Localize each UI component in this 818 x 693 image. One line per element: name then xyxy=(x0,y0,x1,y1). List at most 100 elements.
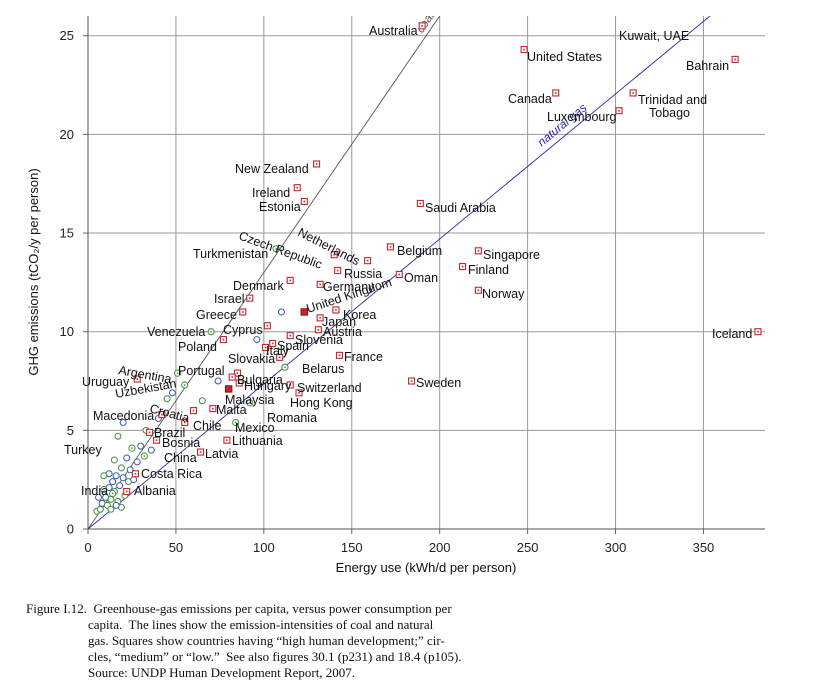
label-sweden: Sweden xyxy=(416,376,461,390)
point-belarus-dot xyxy=(284,366,286,369)
label-belarus: Belarus xyxy=(302,362,344,376)
point-saudi-arabia-dot xyxy=(419,202,422,205)
label-oman: Oman xyxy=(404,271,438,285)
data-point-unlabeled xyxy=(95,493,103,501)
point-slovenia-dot xyxy=(289,334,292,337)
label-chile: Chile xyxy=(193,419,222,433)
caption-line: cles, “medium” or “low.” See also figure… xyxy=(88,649,462,664)
data-point-unlabeled xyxy=(123,454,131,462)
data-point-unlabeled xyxy=(163,395,171,403)
label-saudi-arabia: Saudi Arabia xyxy=(425,201,496,215)
y-tick-label: 15 xyxy=(60,226,74,241)
label-switzerland: Switzerland xyxy=(297,381,362,395)
point-china-dot xyxy=(143,455,146,457)
data-point-unlabeled xyxy=(114,432,122,440)
point-poland-dot xyxy=(222,338,225,341)
label-france: France xyxy=(344,350,383,364)
label-germany: Germany xyxy=(323,280,375,294)
point-lithuania-dot xyxy=(226,439,228,442)
data-point-unlabeled xyxy=(112,501,120,509)
point-czech-republic-dot xyxy=(333,253,335,256)
point-bosnia-dot xyxy=(155,439,158,442)
point-japan-dot xyxy=(319,317,321,319)
point-norway-dot xyxy=(477,289,480,292)
point-turkey-dot xyxy=(131,447,133,449)
label-iceland: Iceland xyxy=(712,327,752,341)
x-tick-label: 200 xyxy=(429,540,451,555)
label-venezuela: Venezuela xyxy=(147,325,205,339)
point-spain-dot xyxy=(271,342,274,345)
label-italy: Italy xyxy=(266,344,290,358)
label-brazil: Brazil xyxy=(154,426,185,440)
point-netherlands-dot xyxy=(366,259,369,262)
point-labels: Australia United States Kuwait, UAE Bahrain… xyxy=(64,24,752,498)
point-greece-dot xyxy=(241,311,244,313)
point-sweden-dot xyxy=(410,380,413,382)
data-point-unlabeled xyxy=(107,495,115,503)
data-point-unlabeled xyxy=(109,478,117,486)
data-point-unlabeled xyxy=(137,442,145,450)
label-romania: Romania xyxy=(267,411,317,425)
point-uzbekistan-dot xyxy=(183,384,186,386)
data-point-unlabeled xyxy=(110,456,118,464)
data-point-unlabeled xyxy=(130,476,138,484)
label-turkey: Turkey xyxy=(64,443,102,457)
point-france-dot xyxy=(338,354,341,357)
label-croatia: Croatia xyxy=(148,401,191,425)
label-luxembourg: Luxembourg xyxy=(547,110,617,124)
label-tobago: Tobago xyxy=(649,106,690,120)
data-point-unlabeled xyxy=(112,472,120,480)
label-slovenia: Slovenia xyxy=(295,333,343,347)
label-japan: Japan xyxy=(322,315,356,329)
data-point-unlabeled xyxy=(119,418,127,426)
label-mexico: Mexico xyxy=(235,421,275,435)
point-new-zealand-dot xyxy=(315,163,318,165)
point-germany-dot xyxy=(319,283,321,286)
figure-caption: Figure I.12. Greenhouse-gas emissions pe… xyxy=(26,601,526,681)
label-israel: Israel xyxy=(214,292,245,306)
label-bosnia: Bosnia xyxy=(162,436,200,450)
point-luxembourg-dot xyxy=(618,109,620,112)
point-latvia-dot xyxy=(199,451,202,453)
point-slovakia-dot xyxy=(278,356,281,359)
x-tick-label: 100 xyxy=(253,540,275,555)
point-malta-dot xyxy=(212,407,214,410)
point-ireland-dot xyxy=(296,186,299,189)
data-point-unlabeled xyxy=(147,446,155,454)
label-slovakia: Slovakia xyxy=(228,352,275,366)
label-korea: Korea xyxy=(343,308,376,322)
x-axis-title: Energy use (kWh/d per person) xyxy=(336,560,517,575)
label-lithuania: Lithuania xyxy=(232,434,283,448)
point-portugal-dot xyxy=(236,372,239,374)
label-cyprus: Cyprus xyxy=(223,323,263,337)
point-chile-dot xyxy=(183,421,186,424)
point-singapore-dot xyxy=(477,249,480,252)
label-russia: Russia xyxy=(344,267,382,281)
y-axis-title: GHG emissions (tCO₂/y per person) xyxy=(26,168,41,375)
label-finland: Finland xyxy=(468,263,509,277)
label-turkmenistan: Turkmenistan xyxy=(193,247,268,261)
label-kuwait-uae: Kuwait, UAE xyxy=(619,29,689,43)
point-mexico-dot xyxy=(234,421,237,424)
data-point-unlabeled xyxy=(107,505,115,513)
point-bulgaria-dot xyxy=(231,376,233,378)
x-tick-label: 50 xyxy=(169,540,183,555)
data-point-unlabeled xyxy=(119,474,127,482)
data-point-unlabeled xyxy=(198,397,206,405)
caption-line: Source: UNDP Human Development Report, 2… xyxy=(88,665,356,680)
label-poland: Poland xyxy=(178,340,217,354)
point-korea-dot xyxy=(335,309,337,311)
y-tick-label: 10 xyxy=(60,324,74,339)
label-austria: Austria xyxy=(323,325,362,339)
point-belgium-dot xyxy=(389,246,392,248)
point-brazil-dot xyxy=(148,431,151,434)
point-malaysia xyxy=(224,385,233,393)
label-albania: Albania xyxy=(134,484,176,498)
data-point-unlabeled xyxy=(214,377,222,385)
label-ireland: Ireland xyxy=(252,186,290,200)
point-australia-dot xyxy=(421,25,423,27)
coal-line xyxy=(88,16,441,529)
label-hong-kong: Hong Kong xyxy=(290,396,353,410)
